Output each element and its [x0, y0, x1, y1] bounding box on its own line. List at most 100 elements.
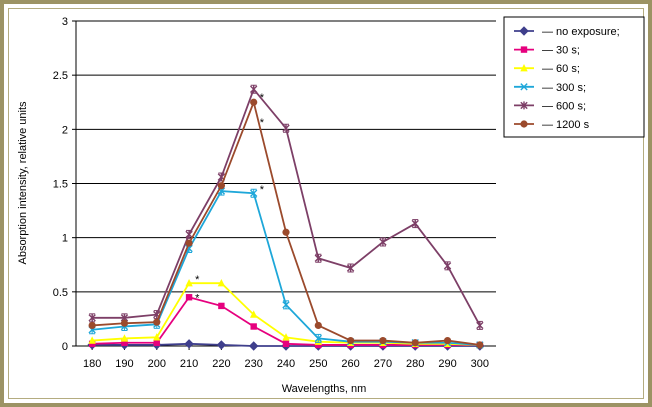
significance-mark: * [260, 184, 265, 196]
data-point [185, 230, 193, 239]
data-point [185, 294, 193, 301]
significance-mark: * [195, 274, 200, 286]
data-point [520, 120, 528, 128]
data-point [476, 321, 484, 330]
data-point [217, 182, 225, 190]
data-point [153, 318, 161, 326]
x-tick-label: 250 [309, 358, 327, 370]
legend-item: — 300 s; [514, 82, 586, 94]
data-point [185, 278, 193, 287]
data-point [248, 341, 259, 351]
data-point [153, 333, 161, 341]
x-tick-label: 200 [148, 358, 166, 370]
grid-lines [76, 20, 496, 293]
data-point [249, 189, 258, 197]
y-tick-label: 2.5 [53, 70, 68, 82]
y-axis-title: Absorption intensity, relative units [17, 101, 29, 265]
series-1200-s [88, 98, 484, 349]
legend-label: — 30 s; [542, 45, 580, 57]
data-point [88, 336, 96, 344]
x-tick-label: 290 [438, 358, 456, 370]
data-point [443, 336, 452, 345]
data-point [120, 319, 129, 327]
data-point [218, 302, 225, 310]
data-point [282, 228, 290, 236]
data-point [379, 336, 387, 345]
data-point [121, 339, 128, 346]
data-point [153, 339, 160, 346]
y-tick-label: 1 [62, 233, 68, 245]
data-point [411, 339, 419, 347]
data-point [282, 124, 290, 133]
series-600-s [88, 84, 484, 330]
data-point [379, 238, 387, 246]
legend-item: — 30 s; [514, 45, 580, 57]
data-point [249, 85, 258, 94]
series-layer [87, 84, 485, 351]
data-point [520, 46, 528, 53]
y-tick-label: 1.5 [53, 179, 68, 191]
axes: 0 0.5 1 1.5 2 2.5 3 180 190 200 210 220 230 240 250 260… [53, 16, 496, 370]
y-tick-label: 2 [62, 124, 68, 136]
x-tick-label: 240 [277, 358, 295, 370]
legend-label: — 600 s; [542, 100, 586, 112]
x-axis-title: Wavelengths, nm [282, 383, 367, 395]
data-point [520, 101, 528, 110]
x-tick-label: 190 [115, 358, 133, 370]
data-point [282, 301, 290, 309]
legend-item: — 1200 s [514, 119, 590, 131]
significance-mark: * [260, 92, 265, 104]
x-tick-label: 220 [212, 358, 230, 370]
x-tick-label: 280 [406, 358, 424, 370]
data-point [520, 83, 528, 91]
legend-box [503, 16, 645, 138]
data-point [411, 219, 419, 228]
legend-label: — 60 s; [542, 63, 580, 75]
data-point [184, 339, 194, 349]
legend: — no exposure; — 30 s; — 60 s; — 300 s; — 60… [503, 16, 645, 138]
data-point [216, 340, 227, 350]
data-point [250, 98, 258, 106]
y-tick-label: 0 [62, 341, 68, 353]
x-tick-label: 300 [471, 358, 489, 370]
data-point [519, 26, 529, 36]
legend-label: — 300 s; [542, 82, 586, 94]
legend-item: — no exposure; [514, 26, 620, 38]
data-point [520, 64, 528, 72]
data-point [120, 334, 129, 342]
y-tick-label: 3 [62, 16, 68, 28]
significance-mark: * [195, 292, 200, 304]
data-point [347, 336, 355, 345]
data-point [314, 334, 323, 343]
data-point [250, 323, 257, 330]
x-tick-label: 230 [245, 358, 263, 370]
legend-label: — no exposure; [542, 26, 620, 38]
x-tick-label: 260 [341, 358, 359, 370]
data-point [443, 261, 452, 270]
legend-label: — 1200 s [542, 119, 590, 131]
data-point [88, 321, 96, 330]
significance-mark: * [260, 117, 265, 129]
x-tick-label: 180 [83, 358, 101, 370]
x-tick-label: 270 [374, 358, 392, 370]
data-point [249, 310, 258, 318]
data-point [314, 254, 323, 263]
data-point [88, 313, 96, 322]
data-point [314, 321, 322, 330]
legend-item: — 60 s; [514, 63, 580, 75]
data-point [315, 341, 322, 349]
data-point [346, 264, 355, 272]
annotations: * * * * * [195, 92, 265, 304]
data-point [217, 278, 226, 287]
data-point [282, 340, 290, 348]
series-300-s [88, 186, 484, 349]
series-60-s [88, 278, 484, 349]
chart-frame-inner [8, 8, 644, 399]
y-tick-label: 0.5 [53, 287, 68, 299]
data-point [185, 239, 193, 247]
x-tick-label: 210 [180, 358, 198, 370]
data-point [282, 333, 290, 341]
legend-item: — 600 s; [514, 100, 586, 112]
data-point [476, 341, 484, 349]
